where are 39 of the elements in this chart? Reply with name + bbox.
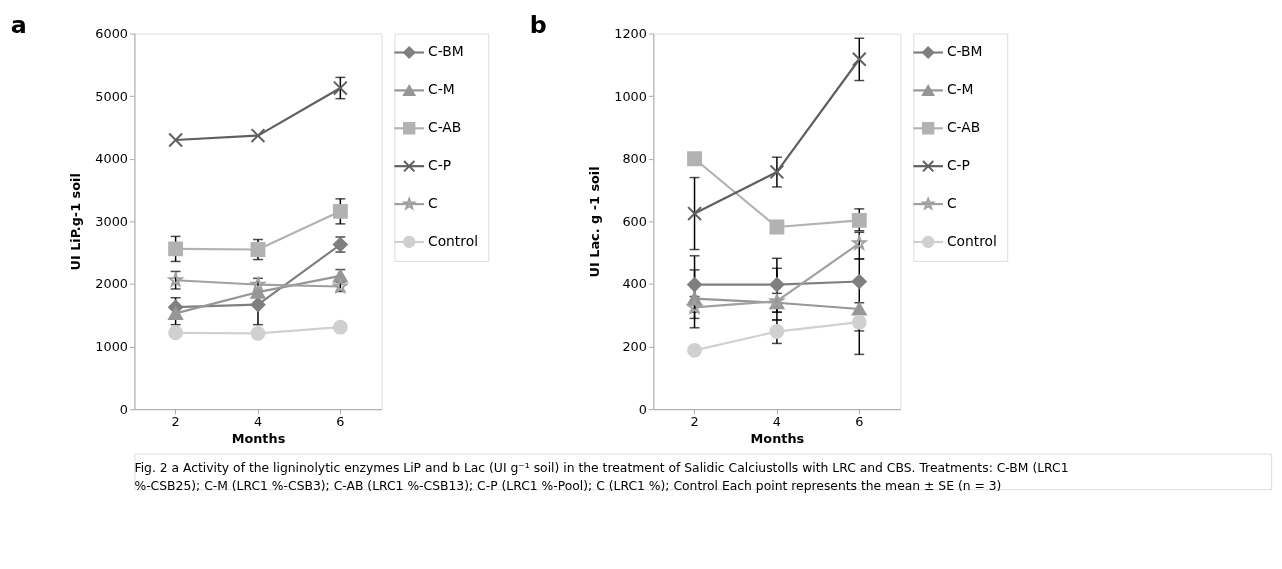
y-tick-label: 3000 <box>95 213 128 229</box>
legend-label: C-AB <box>946 119 981 136</box>
x-tick-label: 2 <box>690 414 699 430</box>
legend-label: C-P <box>946 157 970 174</box>
y-tick-label: 2000 <box>95 276 128 292</box>
legend-label: Control <box>946 232 997 249</box>
legend-label: C-M <box>427 81 455 98</box>
legend-label: C <box>946 195 957 212</box>
y-tick-label: 1000 <box>95 339 128 355</box>
y-tick-label: 0 <box>119 401 128 417</box>
legend-label: C-BM <box>946 43 983 60</box>
legend-label: C-BM <box>427 43 464 60</box>
y-axis-title: UI Lac. g -1 soil <box>587 166 603 278</box>
x-tick-label: 2 <box>171 414 180 430</box>
chart-title: b <box>529 10 547 39</box>
y-tick-label: 4000 <box>95 151 128 167</box>
x-axis-title: Months <box>750 431 805 447</box>
y-tick-label: 5000 <box>95 88 128 104</box>
legend-label: Control <box>427 232 478 249</box>
x-tick-label: 6 <box>336 414 345 430</box>
x-tick-label: 4 <box>772 414 781 430</box>
y-tick-label: 800 <box>622 151 647 167</box>
chart-title: a <box>10 10 27 39</box>
x-axis-title: Months <box>231 431 286 447</box>
legend-label: C <box>427 195 438 212</box>
x-tick-label: 6 <box>855 414 864 430</box>
legend-label: C-M <box>946 81 974 98</box>
y-tick-label: 0 <box>638 401 647 417</box>
y-tick-label: 200 <box>622 339 647 355</box>
y-tick-label: 6000 <box>95 26 128 42</box>
y-tick-label: 1000 <box>614 88 647 104</box>
legend-label: C-AB <box>427 119 462 136</box>
y-axis-title: UI LiP.g-1 soil <box>68 173 84 271</box>
y-tick-label: 400 <box>622 276 647 292</box>
y-tick-label: 600 <box>622 213 647 229</box>
caption: Fig. 2 a Activity of the ligninolytic enzymes LiP and b Lac (UI g⁻¹ soil) in the treatment of Salidic Calciustolls with LRC and CBS. Treatments: C-BM (LRC1 %-CSB25); C-M (LRC1 %-CSB3); C-AB (LRC1 %-CSB13); C-P (LRC1 %-Pool); C (LRC1 %); Control Each point represents the mean ± SE (n = 3) <box>134 461 1069 494</box>
legend-label: C-P <box>427 157 451 174</box>
y-tick-label: 1200 <box>614 26 647 42</box>
x-tick-label: 4 <box>253 414 263 430</box>
